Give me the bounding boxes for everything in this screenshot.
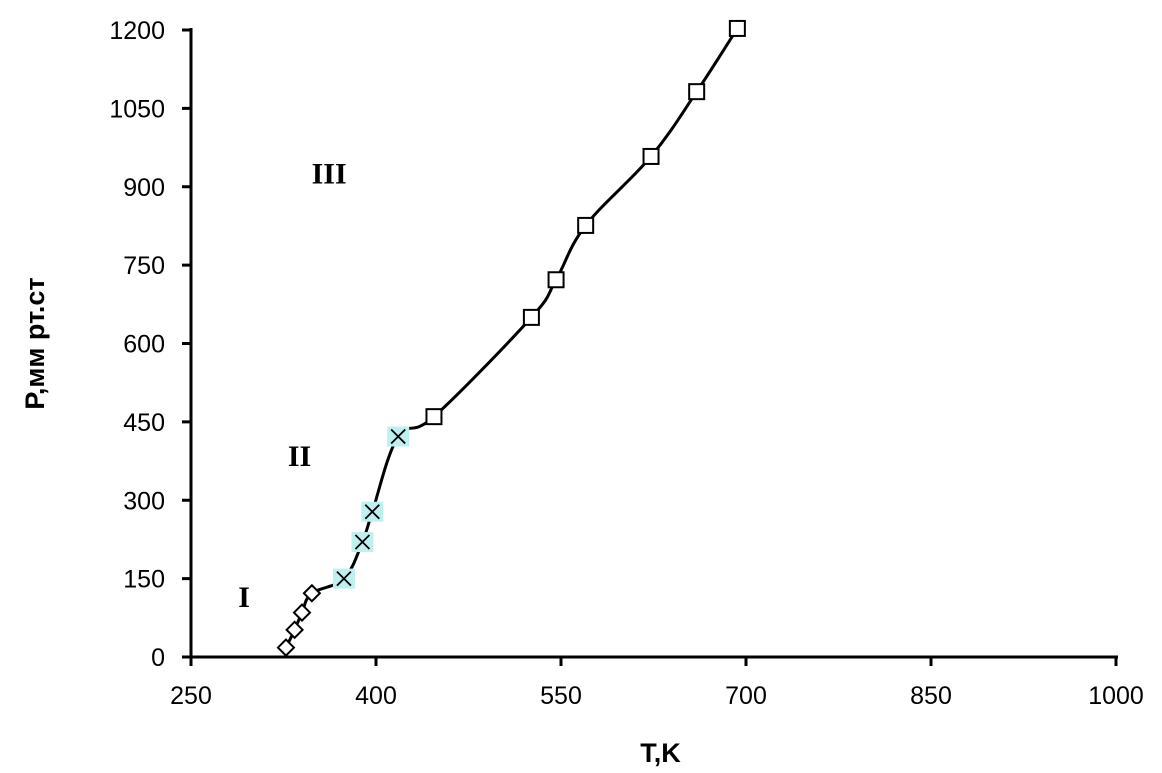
square-point bbox=[642, 147, 660, 165]
diamond-point bbox=[302, 583, 322, 603]
y-tick-label: 450 bbox=[123, 409, 165, 437]
diamond-point bbox=[276, 638, 296, 658]
x-tick-label: 250 bbox=[170, 682, 212, 710]
region-label: I bbox=[238, 581, 250, 614]
x-tick-label: 550 bbox=[540, 682, 582, 710]
curve-layer bbox=[284, 27, 739, 649]
x-tick-label: 1000 bbox=[1088, 682, 1144, 710]
square-point bbox=[728, 19, 746, 37]
x-axis-title: T,K bbox=[640, 738, 681, 768]
data-markers bbox=[276, 19, 746, 658]
series-line bbox=[284, 27, 739, 649]
square-point bbox=[577, 216, 595, 234]
x-point bbox=[351, 532, 374, 553]
y-tick-label: 600 bbox=[123, 331, 165, 359]
y-ticks: 0 150 300 450 600 750 900 1050 1200 bbox=[109, 17, 191, 672]
y-tick-label: 1050 bbox=[109, 95, 165, 123]
x-point-stroke bbox=[354, 534, 371, 550]
y-axis-title: P,мм рт.ст bbox=[20, 277, 50, 409]
y-tick-label: 0 bbox=[151, 644, 165, 672]
square-point bbox=[522, 308, 540, 326]
square-point bbox=[425, 408, 443, 426]
x-tick-label: 700 bbox=[725, 682, 767, 710]
x-point bbox=[387, 426, 410, 447]
x-tick-label: 850 bbox=[910, 682, 952, 710]
x-point bbox=[332, 568, 355, 589]
axes bbox=[189, 28, 1118, 659]
y-tick-label: 750 bbox=[123, 252, 165, 280]
x-ticks: 250 400 550 700 850 1000 bbox=[170, 657, 1144, 710]
x-point bbox=[361, 501, 384, 522]
x-point-stroke bbox=[336, 570, 352, 587]
x-point-stroke bbox=[364, 504, 380, 520]
diamond-point bbox=[292, 603, 312, 623]
y-tick-label: 900 bbox=[123, 174, 165, 202]
y-tick-label: 300 bbox=[123, 487, 165, 515]
diamond-point bbox=[285, 620, 305, 640]
square-point bbox=[688, 83, 706, 101]
x-point-stroke bbox=[390, 428, 406, 445]
y-tick-label: 150 bbox=[123, 566, 165, 594]
x-tick-label: 400 bbox=[355, 682, 397, 710]
square-point bbox=[547, 271, 565, 289]
region-label: III bbox=[312, 158, 347, 191]
region-label: II bbox=[288, 440, 311, 473]
y-tick-label: 1200 bbox=[109, 17, 165, 45]
